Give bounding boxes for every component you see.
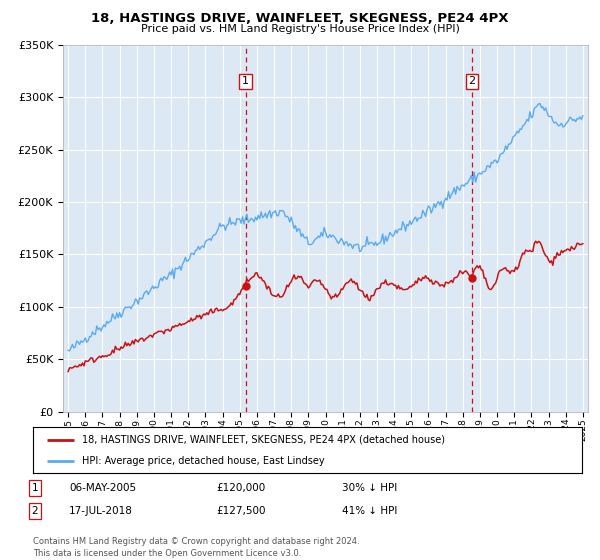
Text: Price paid vs. HM Land Registry's House Price Index (HPI): Price paid vs. HM Land Registry's House … (140, 24, 460, 34)
Text: 30% ↓ HPI: 30% ↓ HPI (342, 483, 397, 493)
Text: £120,000: £120,000 (216, 483, 265, 493)
Text: HPI: Average price, detached house, East Lindsey: HPI: Average price, detached house, East… (82, 456, 325, 466)
Text: 06-MAY-2005: 06-MAY-2005 (69, 483, 136, 493)
Text: 18, HASTINGS DRIVE, WAINFLEET, SKEGNESS, PE24 4PX (detached house): 18, HASTINGS DRIVE, WAINFLEET, SKEGNESS,… (82, 435, 445, 445)
Text: 41% ↓ HPI: 41% ↓ HPI (342, 506, 397, 516)
Text: Contains HM Land Registry data © Crown copyright and database right 2024.
This d: Contains HM Land Registry data © Crown c… (33, 537, 359, 558)
Text: 1: 1 (31, 483, 38, 493)
Text: 2: 2 (31, 506, 38, 516)
Text: £127,500: £127,500 (216, 506, 265, 516)
Text: 18, HASTINGS DRIVE, WAINFLEET, SKEGNESS, PE24 4PX: 18, HASTINGS DRIVE, WAINFLEET, SKEGNESS,… (91, 12, 509, 25)
Text: 17-JUL-2018: 17-JUL-2018 (69, 506, 133, 516)
Text: 1: 1 (242, 77, 249, 86)
Text: 2: 2 (469, 77, 476, 86)
